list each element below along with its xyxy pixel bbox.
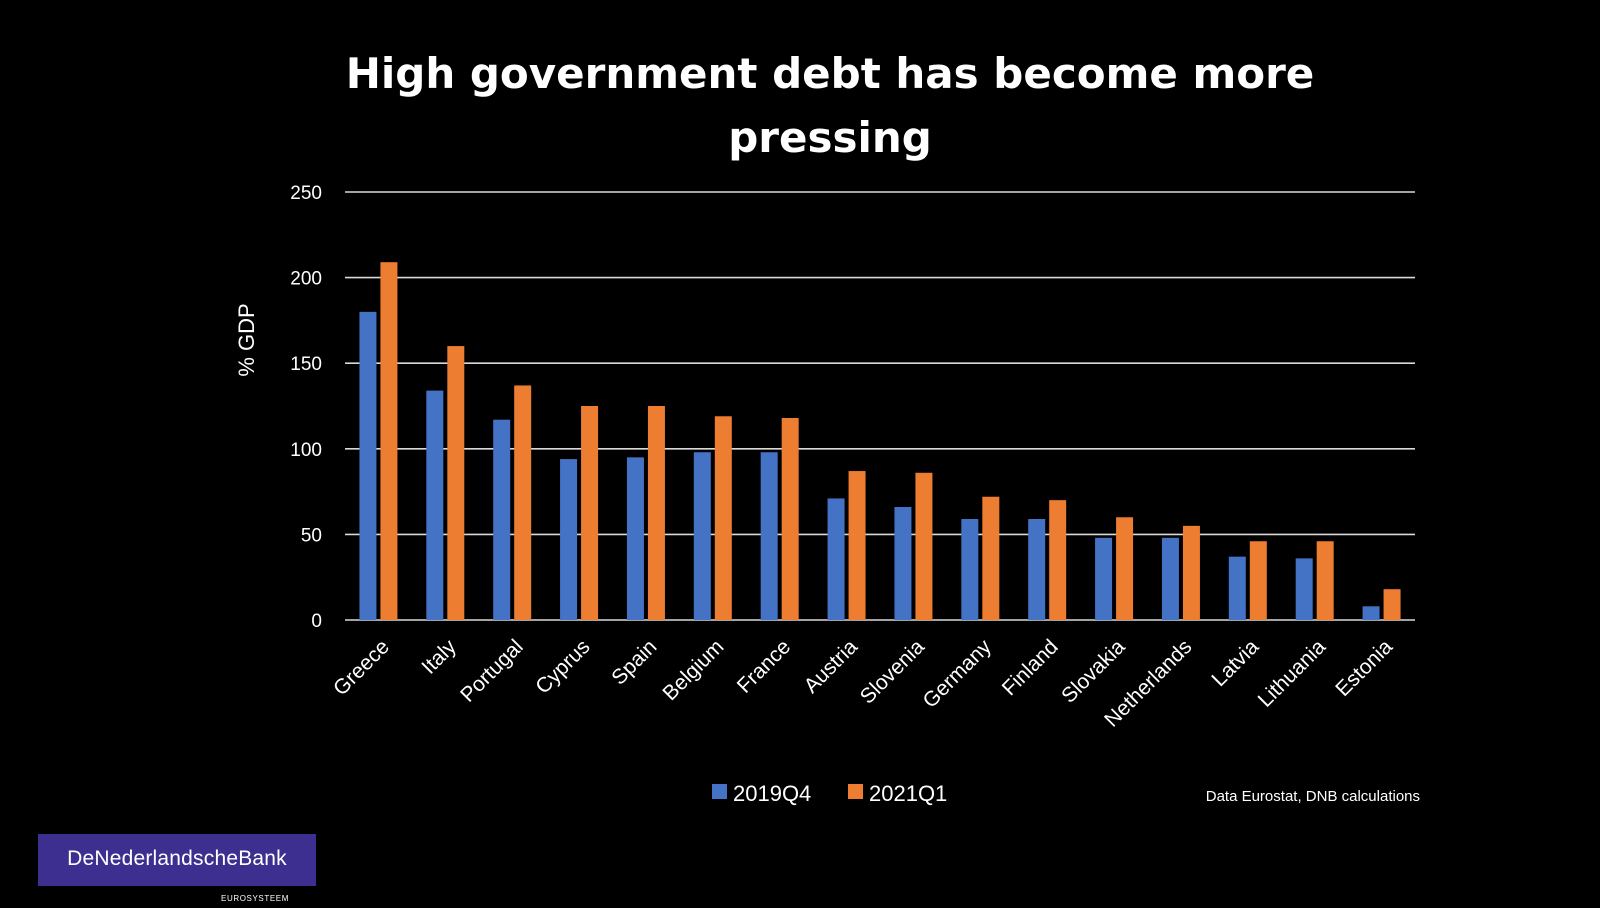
legend-label-2019q4: 2019Q4 bbox=[733, 781, 811, 806]
legend-swatch-2019q4 bbox=[712, 784, 727, 799]
y-tick-label: 100 bbox=[290, 440, 322, 461]
bar-slovakia-2019q4 bbox=[1095, 537, 1113, 620]
bar-greece-2019q4 bbox=[359, 311, 377, 620]
x-tick-label-portugal: Portugal bbox=[456, 635, 528, 707]
bar-slovenia-2021q1 bbox=[915, 472, 933, 620]
bar-italy-2019q4 bbox=[426, 390, 444, 620]
y-axis-title: % GDP bbox=[234, 303, 259, 376]
bar-latvia-2021q1 bbox=[1249, 541, 1267, 620]
legend: 2019Q4 2021Q1 bbox=[712, 781, 947, 806]
y-tick-label: 150 bbox=[290, 354, 322, 375]
bar-spain-2019q4 bbox=[626, 457, 644, 620]
x-tick-label-latvia: Latvia bbox=[1207, 635, 1263, 691]
bar-austria-2021q1 bbox=[848, 471, 866, 620]
bar-portugal-2019q4 bbox=[493, 419, 511, 620]
chart-title: High government debt has become more pre… bbox=[346, 49, 1315, 162]
logo-text: DeNederlandscheBank bbox=[67, 847, 287, 870]
y-tick-label: 250 bbox=[290, 183, 322, 204]
bar-spain-2021q1 bbox=[647, 406, 665, 620]
bar-france-2019q4 bbox=[760, 452, 778, 620]
x-tick-label-estonia: Estonia bbox=[1331, 635, 1397, 701]
bar-lithuania-2021q1 bbox=[1316, 541, 1334, 620]
source-note: Data Eurostat, DNB calculations bbox=[1206, 788, 1420, 805]
x-tick-label-slovenia: Slovenia bbox=[856, 635, 929, 708]
bar-germany-2021q1 bbox=[982, 496, 1000, 620]
bar-estonia-2021q1 bbox=[1383, 589, 1401, 620]
x-tick-label-finland: Finland bbox=[998, 635, 1063, 700]
bar-finland-2019q4 bbox=[1028, 518, 1046, 620]
x-tick-label-greece: Greece bbox=[329, 635, 394, 700]
chart-title-line-1: High government debt has become more bbox=[346, 49, 1315, 98]
legend-swatch-2021q1 bbox=[848, 784, 863, 799]
bar-portugal-2021q1 bbox=[514, 385, 532, 620]
bar-netherlands-2021q1 bbox=[1182, 525, 1200, 620]
logo-subtitle: EUROSYSTEEM bbox=[221, 894, 289, 903]
x-tick-label-lithuania: Lithuania bbox=[1254, 635, 1331, 712]
bar-cyprus-2021q1 bbox=[581, 406, 599, 620]
x-tick-label-spain: Spain bbox=[607, 635, 661, 689]
y-axis-ticks: 0 50 100 150 200 250 bbox=[290, 183, 322, 632]
dnb-logo: DeNederlandscheBank bbox=[38, 834, 316, 886]
y-tick-label: 200 bbox=[290, 269, 322, 290]
bar-italy-2021q1 bbox=[447, 346, 465, 620]
x-tick-label-germany: Germany bbox=[919, 635, 997, 713]
bars bbox=[359, 262, 1401, 620]
y-tick-label: 50 bbox=[301, 525, 322, 546]
bar-cyprus-2019q4 bbox=[560, 459, 578, 620]
bar-france-2021q1 bbox=[781, 417, 799, 620]
bar-netherlands-2019q4 bbox=[1161, 537, 1179, 620]
bar-belgium-2019q4 bbox=[693, 452, 711, 620]
bar-estonia-2019q4 bbox=[1362, 606, 1380, 620]
x-tick-label-austria: Austria bbox=[800, 635, 863, 698]
bar-latvia-2019q4 bbox=[1228, 556, 1246, 620]
bar-lithuania-2019q4 bbox=[1295, 558, 1313, 620]
bar-germany-2019q4 bbox=[961, 518, 979, 620]
bar-slovakia-2021q1 bbox=[1116, 517, 1134, 620]
legend-label-2021q1: 2021Q1 bbox=[869, 781, 947, 806]
x-tick-label-belgium: Belgium bbox=[658, 635, 728, 705]
bar-greece-2021q1 bbox=[380, 262, 398, 620]
bar-belgium-2021q1 bbox=[714, 416, 732, 620]
x-tick-label-france: France bbox=[733, 635, 795, 697]
x-tick-label-italy: Italy bbox=[417, 635, 461, 679]
x-tick-label-cyprus: Cyprus bbox=[531, 635, 594, 698]
chart-title-line-2: pressing bbox=[728, 113, 932, 162]
y-tick-label: 0 bbox=[311, 611, 322, 632]
bar-slovenia-2019q4 bbox=[894, 507, 912, 620]
bar-austria-2019q4 bbox=[827, 498, 845, 620]
bar-finland-2021q1 bbox=[1049, 500, 1067, 620]
